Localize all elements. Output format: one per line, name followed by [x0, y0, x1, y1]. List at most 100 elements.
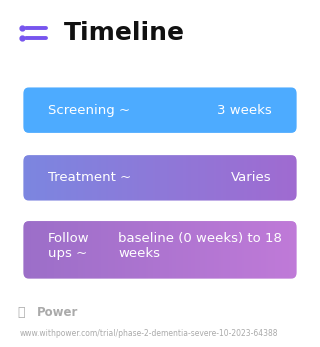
Bar: [277, 83, 280, 137]
Bar: [108, 217, 111, 283]
Bar: [296, 83, 299, 137]
Bar: [104, 83, 106, 137]
Bar: [106, 217, 108, 283]
Bar: [158, 83, 160, 137]
Bar: [261, 83, 263, 137]
Bar: [299, 217, 301, 283]
Bar: [186, 151, 188, 205]
Bar: [216, 83, 219, 137]
Bar: [40, 83, 43, 137]
Bar: [179, 217, 181, 283]
Bar: [78, 217, 80, 283]
Bar: [249, 83, 252, 137]
Bar: [116, 151, 118, 205]
Bar: [247, 83, 249, 137]
Bar: [21, 151, 24, 205]
Bar: [294, 151, 296, 205]
Bar: [125, 151, 127, 205]
Bar: [45, 151, 47, 205]
Bar: [186, 83, 188, 137]
Bar: [188, 151, 190, 205]
Bar: [24, 83, 26, 137]
Bar: [132, 217, 134, 283]
Bar: [155, 151, 158, 205]
Bar: [172, 151, 174, 205]
Text: Timeline: Timeline: [64, 21, 185, 45]
Bar: [200, 151, 202, 205]
Bar: [296, 151, 299, 205]
Bar: [19, 217, 21, 283]
Bar: [57, 151, 59, 205]
Bar: [219, 217, 221, 283]
Bar: [235, 83, 237, 137]
Text: Follow
ups ~: Follow ups ~: [48, 232, 90, 260]
Bar: [172, 83, 174, 137]
Bar: [144, 83, 146, 137]
Bar: [80, 151, 83, 205]
Bar: [33, 151, 36, 205]
Bar: [71, 151, 73, 205]
Bar: [167, 151, 169, 205]
Bar: [155, 83, 158, 137]
Bar: [214, 151, 216, 205]
Bar: [68, 83, 71, 137]
Bar: [240, 217, 242, 283]
Bar: [148, 217, 151, 283]
Text: ⯇: ⯇: [17, 306, 25, 319]
Bar: [151, 83, 153, 137]
Text: Power: Power: [37, 306, 78, 319]
Bar: [66, 217, 68, 283]
Bar: [137, 83, 139, 137]
Bar: [116, 83, 118, 137]
Bar: [174, 151, 176, 205]
Bar: [190, 151, 193, 205]
Bar: [50, 217, 52, 283]
Bar: [266, 83, 268, 137]
Bar: [111, 151, 113, 205]
Bar: [57, 217, 59, 283]
Bar: [268, 217, 270, 283]
Bar: [176, 83, 179, 137]
Bar: [158, 151, 160, 205]
Text: 3 weeks: 3 weeks: [217, 104, 272, 117]
Bar: [216, 217, 219, 283]
Bar: [252, 151, 254, 205]
Bar: [169, 217, 172, 283]
Bar: [204, 151, 207, 205]
Bar: [280, 151, 282, 205]
Bar: [71, 83, 73, 137]
Bar: [47, 217, 50, 283]
Bar: [197, 83, 200, 137]
Bar: [249, 151, 252, 205]
Bar: [193, 83, 195, 137]
Bar: [266, 151, 268, 205]
Bar: [123, 83, 125, 137]
Bar: [118, 83, 120, 137]
Bar: [104, 151, 106, 205]
Bar: [104, 217, 106, 283]
Bar: [183, 151, 186, 205]
Bar: [50, 83, 52, 137]
Bar: [252, 217, 254, 283]
Bar: [45, 83, 47, 137]
Bar: [52, 217, 54, 283]
Bar: [123, 217, 125, 283]
Bar: [197, 217, 200, 283]
Bar: [244, 217, 247, 283]
Bar: [36, 151, 38, 205]
Bar: [280, 83, 282, 137]
Bar: [127, 151, 130, 205]
Bar: [57, 83, 59, 137]
Bar: [193, 217, 195, 283]
Bar: [123, 151, 125, 205]
Bar: [54, 151, 57, 205]
Bar: [26, 217, 28, 283]
Bar: [127, 83, 130, 137]
Bar: [228, 83, 230, 137]
Bar: [299, 151, 301, 205]
Bar: [162, 217, 165, 283]
Bar: [45, 217, 47, 283]
Bar: [228, 151, 230, 205]
Bar: [226, 217, 228, 283]
Bar: [137, 217, 139, 283]
